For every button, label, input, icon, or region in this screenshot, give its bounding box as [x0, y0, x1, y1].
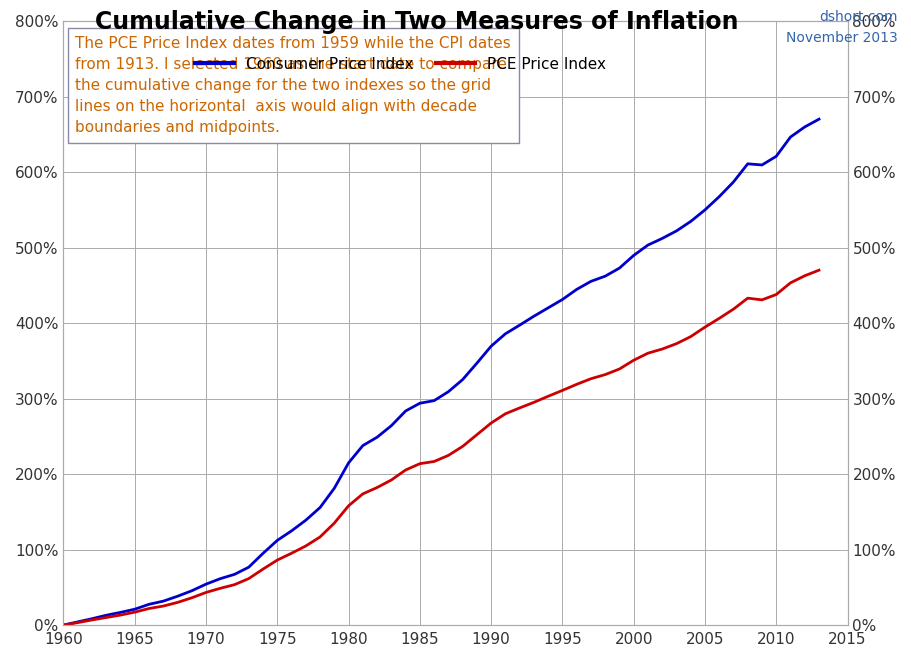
- Consumer Price Index: [58, 621, 69, 629]
- PCE Price Index: [343, 502, 354, 510]
- Consumer Price Index: [187, 587, 198, 594]
- Consumer Price Index: [500, 330, 511, 338]
- PCE Price Index: [814, 266, 824, 274]
- Consumer Price Index: [471, 359, 482, 367]
- PCE Price Index: [514, 404, 525, 412]
- Legend: Consumer Price Index, PCE Price Index: Consumer Price Index, PCE Price Index: [189, 51, 612, 78]
- Text: Cumulative Change in Two Measures of Inflation: Cumulative Change in Two Measures of Inf…: [95, 10, 738, 34]
- Text: dshort.com
November 2013: dshort.com November 2013: [785, 10, 897, 44]
- Consumer Price Index: [514, 321, 525, 329]
- Consumer Price Index: [571, 285, 582, 293]
- PCE Price Index: [500, 410, 511, 418]
- PCE Price Index: [571, 381, 582, 389]
- PCE Price Index: [471, 431, 482, 439]
- Line: Consumer Price Index: Consumer Price Index: [64, 119, 819, 625]
- Text: The PCE Price Index dates from 1959 while the CPI dates
from 1913. I selected 19: The PCE Price Index dates from 1959 whil…: [76, 36, 511, 135]
- PCE Price Index: [58, 621, 69, 629]
- Consumer Price Index: [343, 459, 354, 467]
- Line: PCE Price Index: PCE Price Index: [64, 270, 819, 625]
- PCE Price Index: [187, 594, 198, 602]
- Consumer Price Index: [814, 115, 824, 123]
